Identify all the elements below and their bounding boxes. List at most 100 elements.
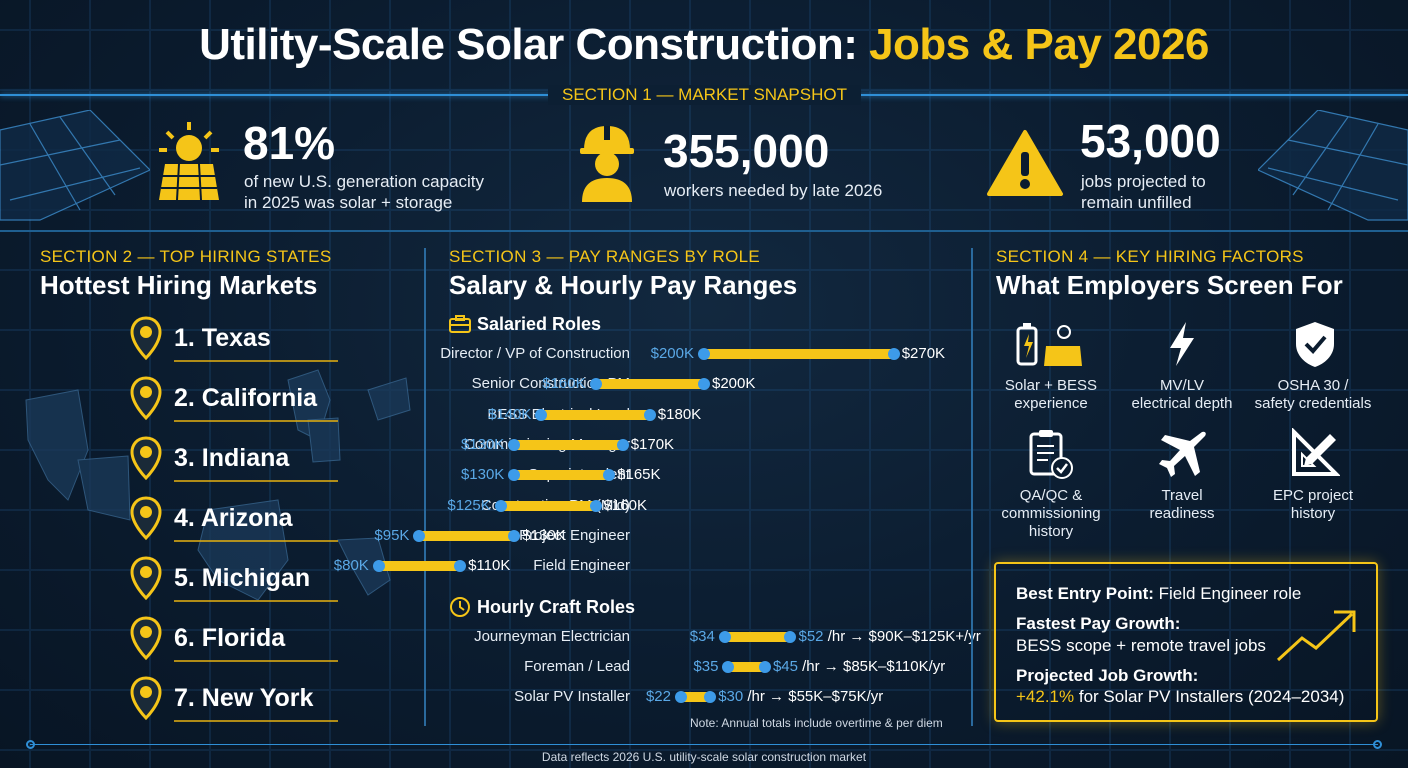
divider-end-dot (26, 740, 35, 749)
range-bar (413, 529, 521, 542)
range-dot-low (589, 378, 602, 391)
range-bar (508, 438, 629, 451)
page-title: Utility-Scale Solar Construction: Jobs &… (0, 20, 1408, 70)
range-bar (508, 469, 616, 482)
factor-mv-lv: MV/LV electrical depth (1117, 377, 1247, 413)
section4-heading: What Employers Screen For (996, 270, 1343, 300)
solar-panel-sun-icon (159, 122, 219, 201)
factor-line: experience (1014, 395, 1088, 412)
state-name: 5. Michigan (174, 564, 311, 592)
us-map-silhouette (25, 369, 411, 601)
role-label: Field Engineer (533, 557, 630, 575)
callout-proj: +42.1% for Solar PV Installers (2024–203… (1016, 687, 1344, 707)
factor-line: safety credentials (1254, 395, 1372, 412)
factor-line: Solar + BESS (1004, 377, 1098, 394)
factor-line: Travel (1161, 487, 1203, 504)
solar-panel-decoration-right (1258, 110, 1408, 221)
range-dot-high (704, 691, 717, 703)
factor-line: MV/LV (1160, 377, 1204, 394)
range-high-label: $170K (630, 435, 675, 453)
state-item-michigan: 5. Michigan (130, 556, 340, 606)
stat-desc-solar-share-line2: in 2025 was solar + storage (244, 193, 453, 212)
factor-epc: EPC project history (1248, 487, 1378, 523)
solar-panel-decoration-left (0, 110, 150, 221)
clock-icon (450, 597, 470, 617)
factor-line: history (1290, 505, 1336, 522)
map-pin-icon (130, 376, 162, 421)
range-dot-high (603, 469, 616, 482)
role-label: Foreman / Lead (524, 658, 630, 675)
range-high-value: $52 (798, 628, 824, 645)
battery-solar-icon (1016, 323, 1082, 366)
state-item-arizona: 4. Arizona (130, 496, 340, 546)
factor-line: electrical depth (1131, 395, 1233, 412)
range-low-label: $130K (460, 466, 505, 484)
range-bar (675, 691, 717, 703)
warning-icon (987, 130, 1063, 196)
section3-heading: Salary & Hourly Pay Ranges (449, 270, 798, 300)
range-low-label: $95K (374, 526, 410, 544)
range-bar (718, 631, 797, 643)
stat-value-solar-share: 81% (243, 117, 336, 169)
range-high-label: $30 /hr → $55K–$75K/yr (718, 688, 883, 705)
factor-line: OSHA 30 / (1277, 377, 1349, 394)
range-bar (698, 348, 900, 360)
range-dot-high (454, 560, 467, 573)
bottom-divider (30, 744, 1378, 745)
range-high-label: $180K (657, 405, 702, 423)
factor-travel: Travel readiness (1117, 487, 1247, 523)
stat-desc-unfilled-jobs-line1: jobs projected to (1081, 172, 1206, 191)
state-item-new-york: 7. New York (130, 676, 340, 726)
map-pin-icon (130, 556, 162, 601)
range-low-label: $130K (460, 435, 505, 453)
range-dot-high (887, 348, 900, 360)
factor-line: history (1028, 523, 1074, 540)
divider-end-dot (1373, 740, 1382, 749)
title-highlight: Jobs & Pay 2026 (869, 20, 1209, 69)
range-dot-low (722, 661, 735, 673)
construction-worker-icon (580, 126, 634, 202)
annual-range: $55K–$75K/yr (788, 688, 884, 705)
state-name: 2. California (174, 384, 318, 412)
range-low-label: $160K (542, 375, 586, 393)
stat-desc-workers-needed: workers needed by late 2026 (664, 181, 883, 200)
range-high-label: $270K (901, 345, 946, 362)
factor-line: EPC project (1272, 487, 1354, 504)
trend-up-arrow-icon (1276, 610, 1356, 662)
range-high-value: $45 (772, 658, 798, 675)
range-low-label: $80K (333, 557, 369, 575)
map-pin-icon (130, 496, 162, 541)
stat-desc-solar-share-line1: of new U.S. generation capacity (244, 172, 485, 191)
state-item-california: 2. California (130, 376, 340, 426)
state-name: 4. Arizona (174, 504, 293, 532)
range-dot-low (508, 469, 521, 482)
range-bar (535, 408, 656, 421)
callout-growth-label: Fastest Pay Growth: (1016, 614, 1181, 633)
divider-2-3 (424, 248, 426, 726)
factor-osha: OSHA 30 /safety credentials (1248, 377, 1378, 413)
callout-entry: Best Entry Point: Field Engineer role (1016, 584, 1301, 604)
range-low-label: $34 (689, 628, 715, 645)
footer-note: Data reflects 2026 U.S. utility-scale so… (541, 750, 867, 764)
range-high-label: $130K (522, 526, 566, 544)
range-low-label: $200K (650, 345, 694, 362)
map-pin-icon (130, 676, 162, 721)
annual-range: $90K–$125K+/yr (868, 628, 981, 645)
range-high-label: $45 /hr → $85K–$110K/yr (773, 658, 945, 675)
range-dot-high (589, 499, 602, 512)
lightning-icon (1170, 322, 1194, 366)
range-dot-low (535, 408, 548, 421)
state-name: 7. New York (174, 684, 314, 712)
range-high-label: $160K (603, 496, 647, 514)
stat-value-workers-needed: 355,000 (663, 125, 830, 177)
state-name: 3. Indiana (174, 444, 290, 472)
briefcase-icon (449, 315, 471, 333)
state-item-texas: 1. Texas (130, 316, 340, 366)
hourly-roles-label: Hourly Craft Roles (477, 597, 636, 617)
range-high-label: $200K (712, 375, 756, 393)
range-bar (722, 661, 771, 673)
range-dot-high (643, 408, 656, 421)
section2-heading: Hottest Hiring Markets (40, 270, 318, 300)
pay-note: Note: Annual totals include overtime & p… (690, 716, 943, 730)
callout-entry-label: Best Entry Point: (1016, 584, 1154, 603)
